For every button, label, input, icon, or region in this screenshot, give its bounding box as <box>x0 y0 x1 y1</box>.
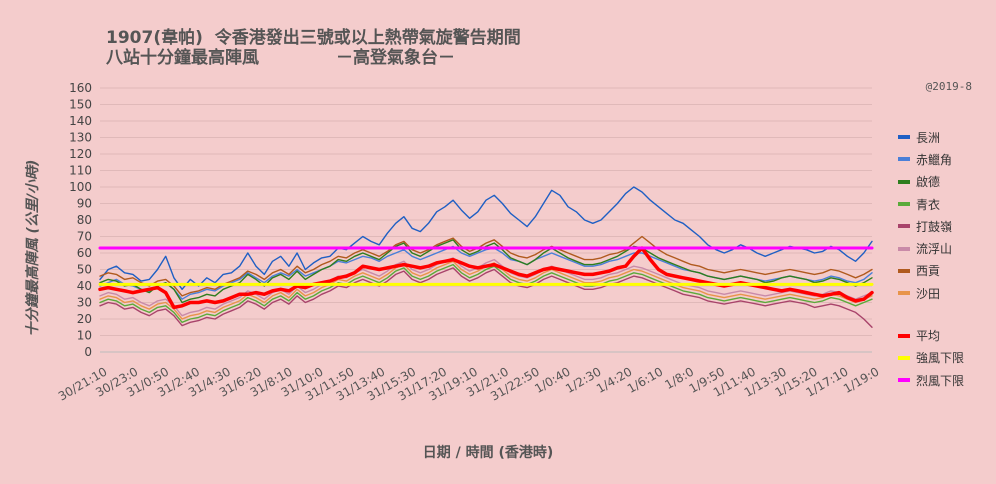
y-tick-label: 150 <box>69 98 92 112</box>
legend-swatch <box>898 246 910 251</box>
y-tick-label: 40 <box>77 279 92 293</box>
legend-swatch <box>898 224 910 229</box>
legend-item: 赤鱲角 <box>898 148 964 170</box>
series-line <box>99 267 873 328</box>
legend-label: 赤鱲角 <box>916 152 953 167</box>
x-tick-label: 1/19:0 <box>841 364 881 395</box>
x-tick-label: 1/6:10 <box>625 364 665 395</box>
legend-swatch <box>898 333 910 338</box>
y-tick-label: 0 <box>84 345 92 359</box>
legend-label: 打鼓嶺 <box>916 219 953 234</box>
y-tick-label: 20 <box>77 312 92 326</box>
legend-swatch <box>898 355 910 360</box>
y-tick-label: 160 <box>69 81 92 95</box>
chart-title-line2: 八站十分鐘最高陣風 －高登氣象台－ <box>106 48 455 68</box>
y-tick-label: 70 <box>77 230 92 244</box>
y-tick-label: 100 <box>69 180 92 194</box>
legend-item: 強風下限 <box>898 347 964 369</box>
legend-label: 長洲 <box>916 130 941 145</box>
legend-item: 流浮山 <box>898 237 964 259</box>
legend-swatch <box>898 179 910 184</box>
legend-item: 啟德 <box>898 171 964 193</box>
chart-legend: 長洲赤鱲角啟德青衣打鼓嶺流浮山西貢沙田平均強風下限烈風下限 <box>898 126 964 391</box>
legend-label: 啟德 <box>916 175 941 190</box>
legend-swatch <box>898 157 910 162</box>
series-line <box>99 235 873 297</box>
y-tick-label: 50 <box>77 263 92 277</box>
chart-title-line1: 1907(韋帕) 令香港發出三號或以上熱帶氣旋警告期間 <box>106 28 521 48</box>
legend-label: 沙田 <box>916 286 941 301</box>
y-tick-label: 30 <box>77 296 92 310</box>
legend-item: 打鼓嶺 <box>898 215 964 237</box>
legend-swatch <box>898 135 910 140</box>
legend-label: 西貢 <box>916 264 941 279</box>
legend-item: 沙田 <box>898 282 964 304</box>
series-line <box>99 239 873 304</box>
legend-swatch <box>898 378 910 383</box>
legend-item: 平均 <box>898 324 964 346</box>
legend-swatch <box>898 268 910 273</box>
credit-text: @2019-8 <box>925 80 972 93</box>
y-tick-label: 60 <box>77 246 92 260</box>
legend-label: 流浮山 <box>916 242 953 257</box>
legend-item: 青衣 <box>898 193 964 215</box>
series-line <box>99 257 873 317</box>
legend-swatch <box>898 202 910 207</box>
y-tick-label: 10 <box>77 329 92 343</box>
legend-label: 強風下限 <box>916 351 965 366</box>
x-axis-label: 日期 / 時間 (香港時) <box>422 445 554 461</box>
series-line <box>99 186 873 290</box>
legend-swatch <box>898 291 910 296</box>
series-line <box>99 263 873 323</box>
legend-item: 烈風下限 <box>898 369 964 391</box>
y-tick-label: 80 <box>77 213 92 227</box>
y-tick-label: 130 <box>69 131 92 145</box>
legend-label: 平均 <box>916 329 941 344</box>
y-tick-label: 140 <box>69 114 92 128</box>
legend-item: 長洲 <box>898 126 964 148</box>
series-line <box>98 246 874 310</box>
legend-label: 烈風下限 <box>916 373 965 388</box>
y-tick-label: 110 <box>69 164 92 178</box>
legend-label: 青衣 <box>916 197 941 212</box>
legend-item: 西貢 <box>898 260 964 282</box>
y-tick-label: 120 <box>69 147 92 161</box>
y-tick-label: 90 <box>77 197 92 211</box>
